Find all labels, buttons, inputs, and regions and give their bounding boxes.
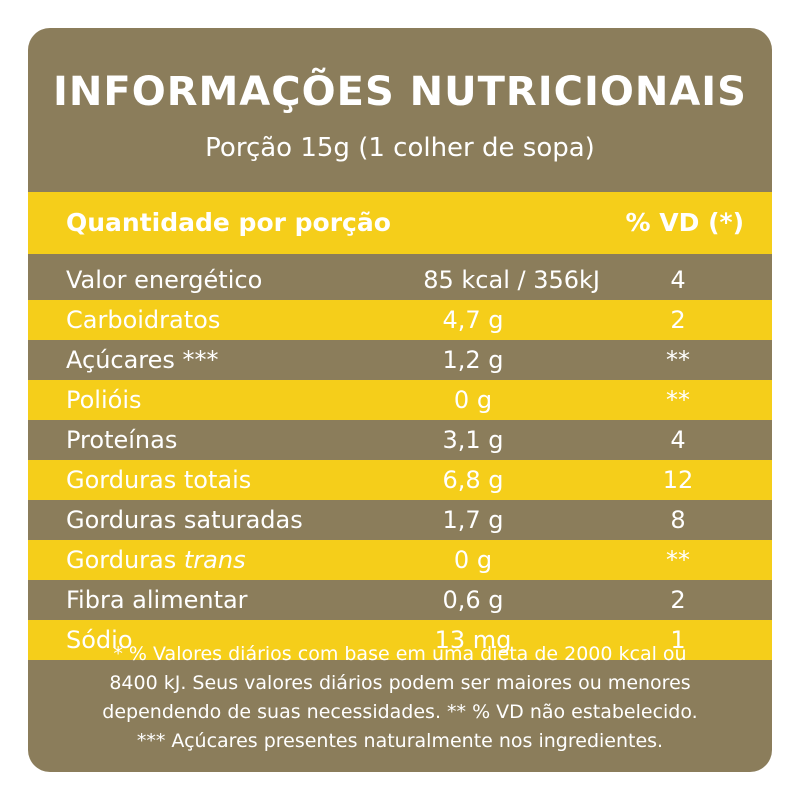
nutrient-name: Valor energético <box>66 266 263 294</box>
nutrient-quantity: 0 g <box>453 386 493 414</box>
nutrient-name: Açúcares *** <box>66 346 219 374</box>
nutrient-quantity: 0 g <box>453 546 493 574</box>
nutrient-quantity: 3,1 g <box>442 426 504 454</box>
table-row: Açúcares *** 1,2 g ** <box>28 340 772 380</box>
table-header: Quantidade por porção % VD (*) <box>28 192 772 254</box>
nutrient-name: Proteínas <box>66 426 178 454</box>
table-row: Fibra alimentar 0,6 g 2 <box>28 580 772 620</box>
table-row: Proteínas 3,1 g 4 <box>28 420 772 460</box>
nutrient-quantity: 6,8 g <box>442 466 504 494</box>
nutrient-name: Sódio <box>66 626 133 654</box>
footnotes: * % Valores diários com base em uma diet… <box>28 640 772 756</box>
nutrient-quantity: 0,6 g <box>442 586 504 614</box>
table-row: Sódio 13 mg 1 <box>28 620 772 660</box>
footnote-line: 8400 kJ. Seus valores diários podem ser … <box>109 672 691 694</box>
table-row: Gorduras saturadas 1,7 g 8 <box>28 500 772 540</box>
nutrient-quantity: 4,7 g <box>442 306 504 334</box>
footnote-line: *** Açúcares presentes naturalmente nos … <box>136 730 664 752</box>
nutrient-daily-value: 1 <box>670 626 686 654</box>
nutrient-quantity: 1,2 g <box>442 346 504 374</box>
table-row: Polióis 0 g ** <box>28 380 772 420</box>
header-daily-value: % VD (*) <box>625 208 744 237</box>
nutrient-daily-value: ** <box>666 546 690 574</box>
table-row: Gorduras trans 0 g ** <box>28 540 772 580</box>
nutrient-daily-value: 2 <box>670 306 686 334</box>
nutrient-name: Polióis <box>66 386 142 414</box>
nutrient-name-base: Gorduras <box>66 546 177 574</box>
nutrient-name-italic: trans <box>183 546 246 574</box>
serving-size: Porção 15g (1 colher de sopa) <box>205 133 595 163</box>
nutrient-daily-value: 8 <box>670 506 686 534</box>
nutrient-daily-value: 4 <box>670 266 686 294</box>
nutrient-name: Gorduras totais <box>66 466 252 494</box>
table-row: Carboidratos 4,7 g 2 <box>28 300 772 340</box>
nutrient-quantity: 1,7 g <box>442 506 504 534</box>
nutrient-quantity: 13 mg <box>434 626 512 654</box>
table-row: Gorduras totais 6,8 g 12 <box>28 460 772 500</box>
nutrient-name: Gorduras trans <box>66 540 246 580</box>
nutrient-name: Fibra alimentar <box>66 586 248 614</box>
nutrient-daily-value: 2 <box>670 586 686 614</box>
nutrition-panel: INFORMAÇÕES NUTRICIONAIS Porção 15g (1 c… <box>28 28 772 772</box>
nutrient-daily-value: ** <box>666 386 690 414</box>
nutrient-daily-value: ** <box>666 346 690 374</box>
nutrient-name: Gorduras saturadas <box>66 506 303 534</box>
nutrient-table: Valor energético 85 kcal / 356kJ 4 Carbo… <box>28 260 772 660</box>
header-quantity: Quantidade por porção <box>66 208 391 237</box>
panel-title: INFORMAÇÕES NUTRICIONAIS <box>53 69 747 115</box>
footnote-line: * % Valores diários com base em uma diet… <box>113 643 687 665</box>
table-row: Valor energético 85 kcal / 356kJ 4 <box>28 260 772 300</box>
nutrient-name: Carboidratos <box>66 306 221 334</box>
nutrient-quantity: 85 kcal / 356kJ <box>423 266 600 294</box>
nutrient-daily-value: 12 <box>662 466 694 494</box>
nutrient-daily-value: 4 <box>670 426 686 454</box>
footnote-line: dependendo de suas necessidades. ** % VD… <box>102 701 698 723</box>
